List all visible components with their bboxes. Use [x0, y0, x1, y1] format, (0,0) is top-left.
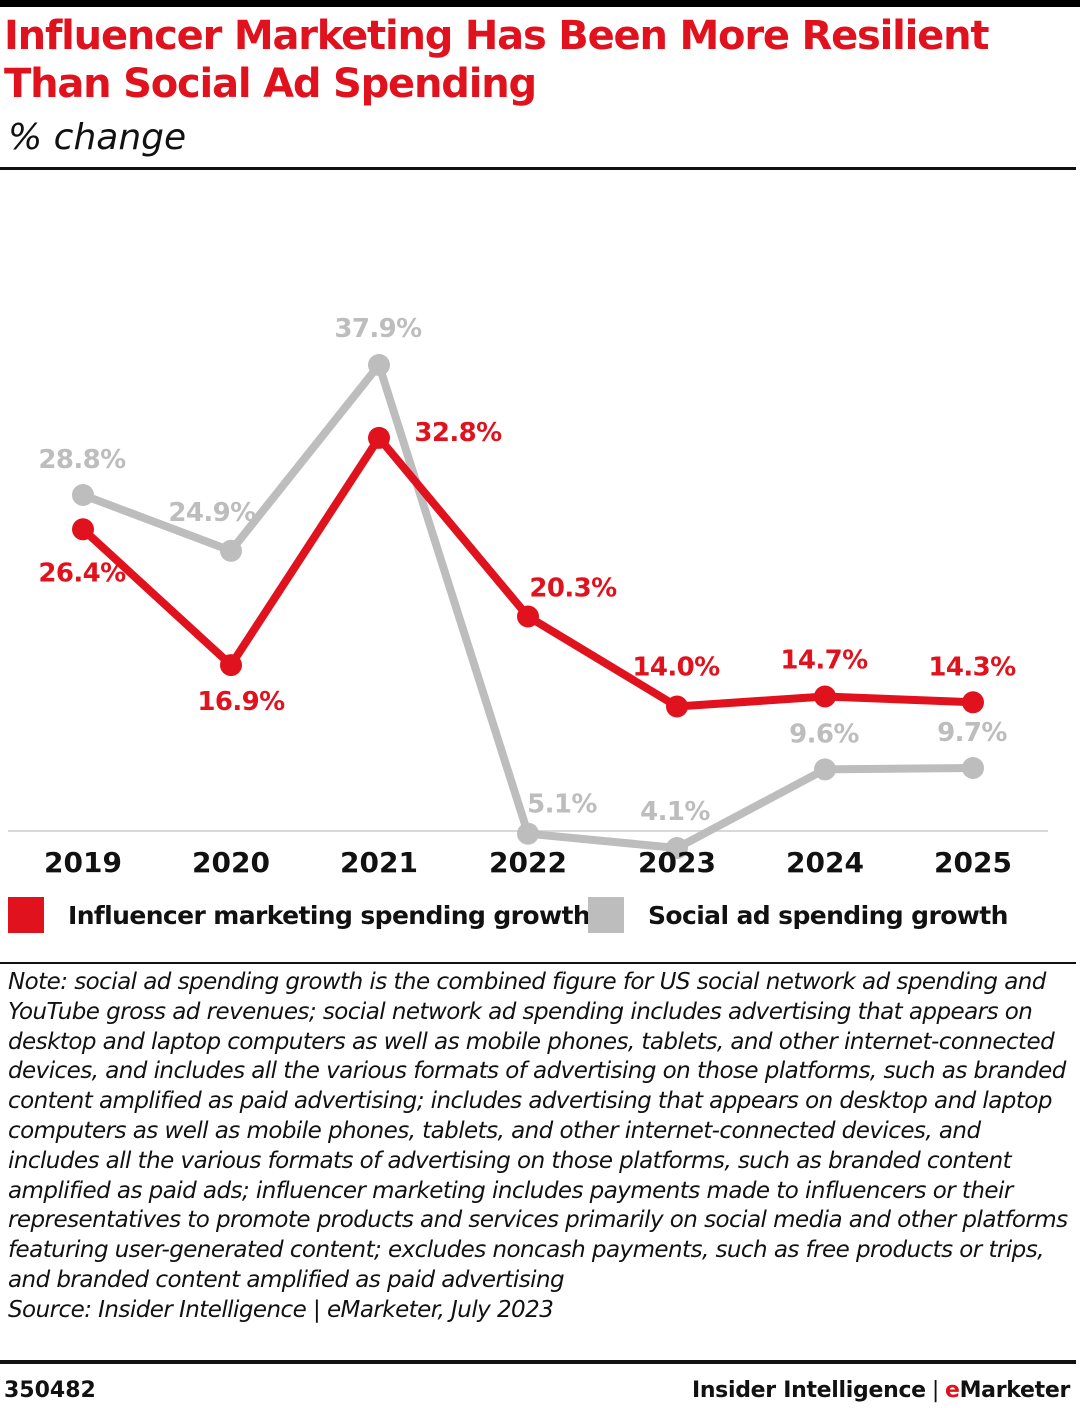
x-tick-label-2020: 2020 [192, 846, 270, 879]
data-point-influencer-2020 [220, 654, 242, 677]
brand-logo-text: Insider Intelligence | eMarketer [692, 1378, 1070, 1403]
brand-emarketer-e: e [944, 1378, 960, 1403]
data-point-social-2024 [814, 758, 836, 781]
data-label-influencer-2024: 14.7% [780, 646, 868, 676]
chart-subtitle: % change [8, 117, 187, 158]
x-tick-label-2022: 2022 [489, 846, 567, 879]
x-tick-label-2024: 2024 [786, 846, 864, 879]
data-label-social-2025: 9.7% [937, 718, 1007, 748]
data-point-influencer-2023 [666, 695, 688, 718]
data-point-social-2022 [517, 822, 539, 845]
x-tick-label-2019: 2019 [44, 846, 122, 879]
data-label-social-2024: 9.6% [789, 719, 859, 749]
x-tick-label-2025: 2025 [934, 846, 1012, 879]
data-point-social-2023 [666, 837, 688, 859]
data-point-influencer-2022 [517, 605, 539, 628]
data-point-social-2019 [72, 484, 94, 506]
legend-swatch-social [588, 897, 624, 933]
legend: Influencer marketing spending growth Soc… [8, 895, 1078, 935]
data-label-social-2021: 37.9% [334, 314, 422, 344]
legend-item-influencer: Influencer marketing spending growth [8, 895, 591, 935]
chart-title: Influencer Marketing Has Been More Resil… [4, 13, 990, 107]
data-label-social-2022: 5.1% [527, 790, 597, 820]
brand-emarketer-rest: Marketer [959, 1378, 1071, 1403]
data-label-influencer-2022: 20.3% [529, 574, 617, 604]
data-point-influencer-2019 [72, 518, 94, 541]
note-text: Note: social ad spending growth is the c… [8, 969, 1068, 1293]
footer-divider [0, 1360, 1076, 1364]
data-point-social-2020 [220, 539, 242, 562]
data-label-influencer-2023: 14.0% [632, 653, 720, 683]
data-label-social-2020: 24.9% [168, 498, 256, 528]
x-tick-label-2021: 2021 [340, 846, 418, 879]
data-point-influencer-2021 [368, 426, 390, 449]
data-point-social-2025 [962, 757, 984, 779]
source-text: Source: Insider Intelligence | eMarketer… [8, 1296, 554, 1323]
brand-separator: | [931, 1378, 939, 1403]
data-point-social-2021 [368, 354, 390, 376]
legend-label-influencer: Influencer marketing spending growth [68, 900, 591, 930]
notes-divider [0, 962, 1076, 964]
legend-label-social: Social ad spending growth [648, 900, 1008, 930]
data-label-social-2019: 28.8% [38, 445, 126, 475]
legend-swatch-influencer [8, 897, 44, 933]
title-divider [0, 167, 1076, 170]
top-bar [0, 0, 1080, 7]
data-label-influencer-2025: 14.3% [928, 652, 1016, 682]
data-label-influencer-2021: 32.8% [414, 418, 502, 448]
legend-item-social: Social ad spending growth [588, 895, 1008, 935]
chart-notes: Note: social ad spending growth is the c… [8, 968, 1074, 1326]
data-point-influencer-2025 [962, 691, 984, 714]
data-point-influencer-2024 [814, 685, 836, 708]
data-label-influencer-2020: 16.9% [197, 687, 285, 717]
data-label-social-2023: 4.1% [640, 797, 710, 827]
line-chart: 28.8% 24.9% 37.9% 5.1% 4.1% 9.6% 9.7% 26.4% 16.9… [8, 314, 1048, 879]
data-label-influencer-2019: 26.4% [38, 558, 126, 588]
x-tick-label-2023: 2023 [638, 846, 716, 879]
chart-id: 350482 [4, 1378, 96, 1403]
brand-insider-intelligence: Insider Intelligence [691, 1378, 926, 1403]
